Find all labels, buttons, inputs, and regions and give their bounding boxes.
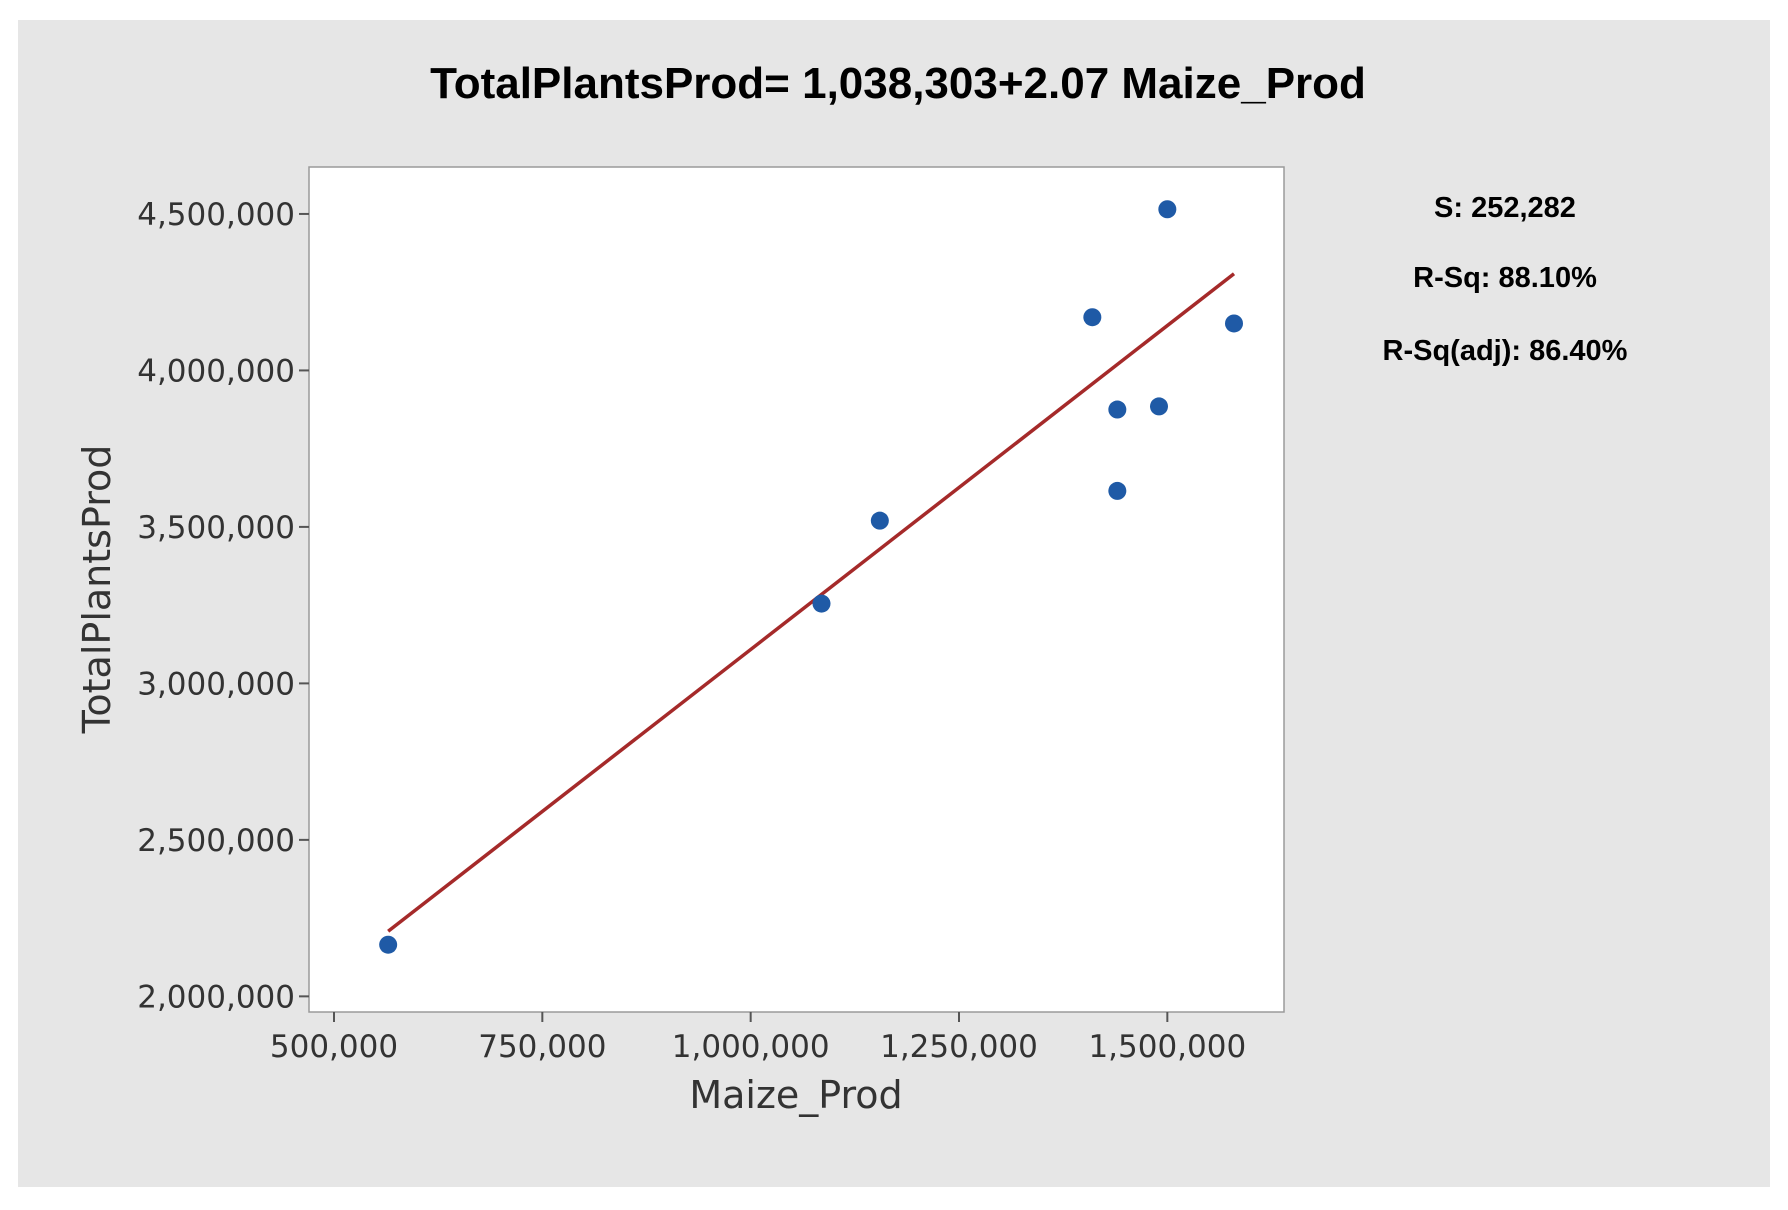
data-point <box>1225 314 1243 333</box>
y-axis-label: TotalPlantsProd <box>75 445 119 735</box>
data-point <box>1083 308 1102 327</box>
data-point <box>1108 481 1127 500</box>
stat-rsq-adj: R-Sq(adj): 86.40% <box>1383 335 1628 367</box>
plot-area <box>308 166 1285 1013</box>
data-point <box>379 935 398 954</box>
x-axis: 500,000 750,000 1,000,000 1,250,000 1,500,00… <box>270 1012 1246 1065</box>
y-tick-label: 4,500,000 <box>137 197 295 233</box>
fit-line-group <box>387 272 1236 933</box>
data-point <box>812 594 831 613</box>
stat-s: S: 252,282 <box>1434 192 1576 224</box>
x-axis-label: Maize_Prod <box>689 1073 902 1117</box>
data-point <box>870 511 889 530</box>
x-tick-label: 1,500,000 <box>1088 1029 1246 1065</box>
data-point <box>1150 397 1168 416</box>
chart-title: TotalPlantsProd= 1,038,303+2.07 Maize_Pr… <box>430 59 1366 108</box>
x-tick-label: 1,000,000 <box>672 1029 830 1065</box>
y-tick-label: 2,500,000 <box>137 823 295 859</box>
y-tick-label: 2,000,000 <box>137 979 295 1015</box>
data-point <box>1108 400 1127 419</box>
y-tick-label: 3,000,000 <box>137 666 295 702</box>
stat-rsq: R-Sq: 88.10% <box>1413 262 1597 294</box>
y-tick-label: 4,000,000 <box>137 353 295 389</box>
chart-frame: TotalPlantsProd= 1,038,303+2.07 Maize_Pr… <box>18 20 1770 1187</box>
scatter-plot: TotalPlantsProd= 1,038,303+2.07 Maize_Pr… <box>75 59 1628 1117</box>
x-tick-label: 1,250,000 <box>880 1029 1038 1065</box>
y-axis: 2,000,000 2,500,000 3,000,000 3,500,000 4,00… <box>137 197 309 1015</box>
regression-line <box>387 272 1236 933</box>
x-tick-label: 500,000 <box>270 1029 398 1065</box>
data-points <box>379 200 1243 954</box>
y-tick-label: 3,500,000 <box>137 510 295 546</box>
data-point <box>1158 200 1177 219</box>
x-tick-label: 750,000 <box>478 1029 606 1065</box>
